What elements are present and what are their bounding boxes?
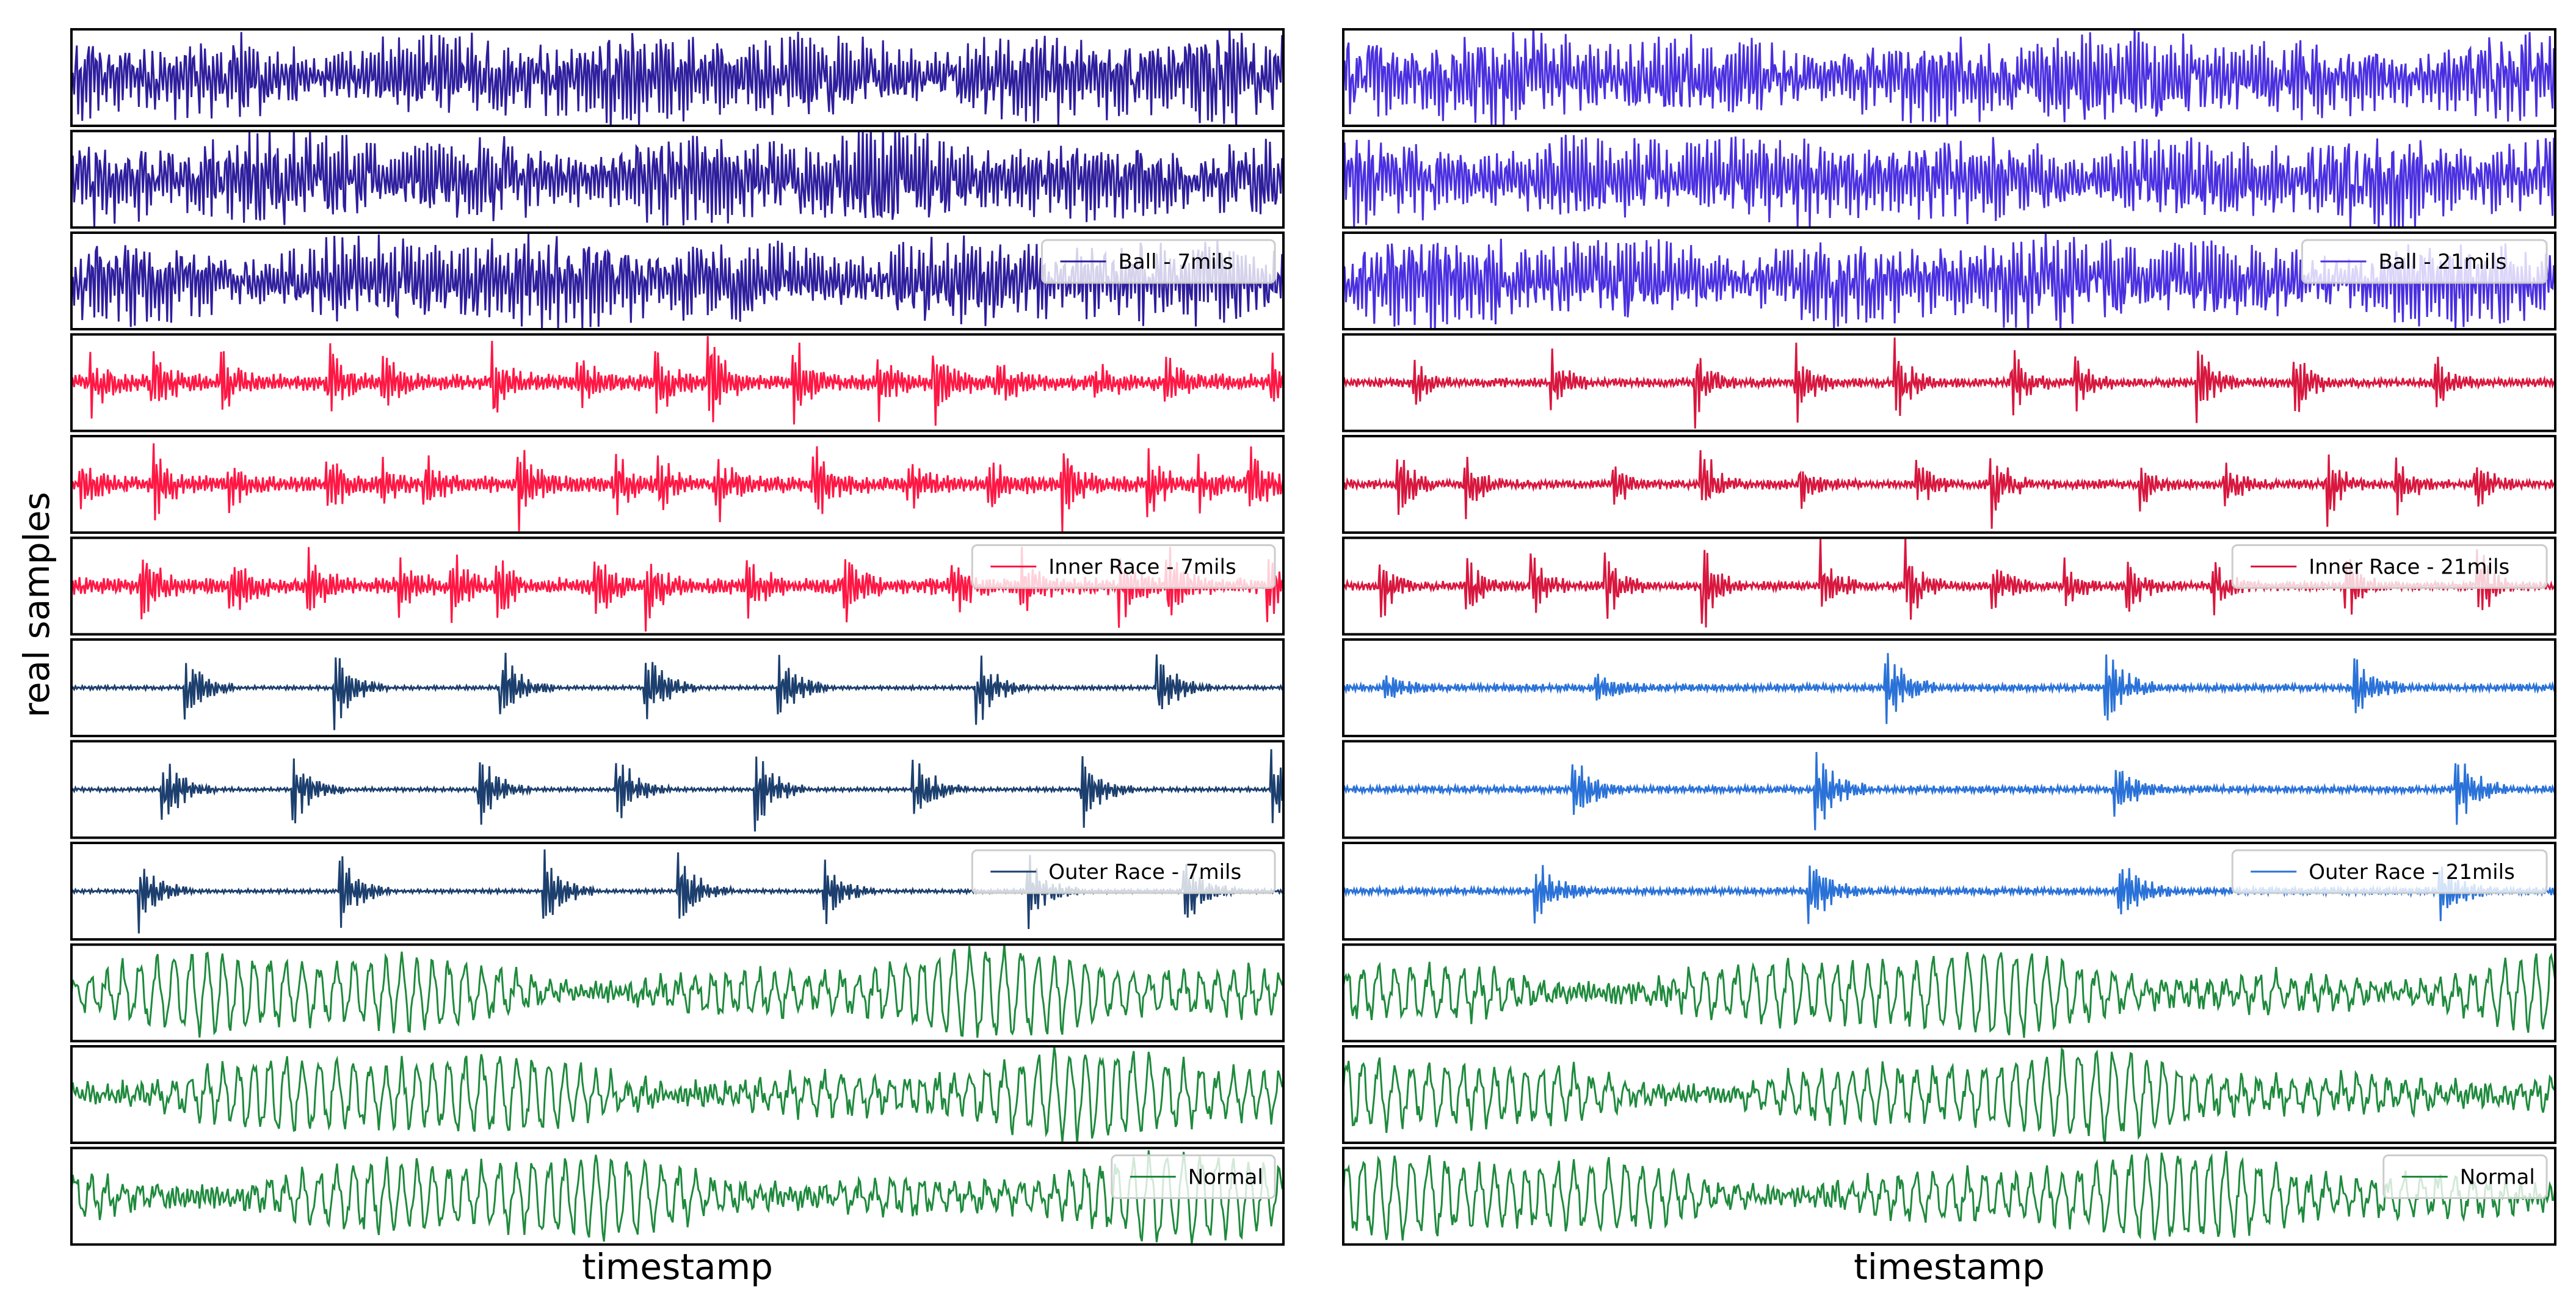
legend-box xyxy=(2231,849,2548,894)
panel-right-2 xyxy=(1342,129,2556,229)
legend-box xyxy=(971,544,1276,589)
signal-trace xyxy=(1343,752,2555,831)
legend-label: Normal xyxy=(1188,1165,1263,1190)
signal-trace xyxy=(71,1150,1283,1244)
legend: Inner Race - 7mils xyxy=(971,544,1276,589)
panel-right-4 xyxy=(1342,333,2556,432)
panel-frame xyxy=(1342,1045,2556,1144)
panel-right-1 xyxy=(1342,28,2556,127)
panel-left-8 xyxy=(70,740,1285,839)
panel-frame xyxy=(70,943,1285,1043)
panel-frame xyxy=(1342,1146,2556,1246)
panel-left-4 xyxy=(70,333,1285,432)
panel-frame xyxy=(1342,536,2556,636)
panel-frame xyxy=(1342,943,2556,1043)
legend-box xyxy=(2231,544,2548,589)
signal-trace xyxy=(71,131,1283,228)
signal-trace xyxy=(1343,337,2555,429)
signal-trace xyxy=(71,1046,1283,1143)
legend-box xyxy=(1111,1154,1276,1199)
panel-frame xyxy=(1342,740,2556,839)
panel-right-7 xyxy=(1342,638,2556,737)
panel-left-2 xyxy=(70,129,1285,229)
signal-trace xyxy=(71,29,1283,126)
x-axis-label-right: timestamp xyxy=(1854,1246,2045,1288)
panel-frame xyxy=(1342,435,2556,534)
panel-frame xyxy=(1342,129,2556,229)
panel-right-5 xyxy=(1342,435,2556,534)
panel-left-11 xyxy=(70,1045,1285,1144)
panel-frame xyxy=(70,638,1285,737)
signal-trace xyxy=(1343,134,2555,228)
legend-label: Inner Race - 7mils xyxy=(1048,555,1236,580)
legend: Outer Race - 7mils xyxy=(971,849,1276,894)
panel-left-10 xyxy=(70,943,1285,1043)
panel-frame xyxy=(70,740,1285,839)
signal-trace xyxy=(1343,29,2555,126)
signal-trace xyxy=(71,652,1283,731)
legend: Inner Race - 21mils xyxy=(2231,544,2548,589)
panel-frame xyxy=(70,1146,1285,1246)
legend: Normal xyxy=(1111,1154,1276,1199)
legend-label: Normal xyxy=(2460,1165,2535,1190)
panel-right-10 xyxy=(1342,943,2556,1043)
legend: Ball - 21mils xyxy=(2301,239,2548,284)
panel-right-6: Inner Race - 21mils xyxy=(1342,536,2556,636)
panel-left-12: Normal xyxy=(70,1146,1285,1246)
panel-frame xyxy=(70,435,1285,534)
signal-trace xyxy=(1343,952,2555,1038)
legend-box xyxy=(2301,239,2548,284)
panel-left-6: Inner Race - 7mils xyxy=(70,536,1285,636)
signal-trace xyxy=(71,944,1283,1038)
signal-trace xyxy=(1343,1151,2555,1241)
signal-trace xyxy=(1343,1047,2555,1143)
x-axis-label-left: timestamp xyxy=(582,1246,773,1288)
legend: Ball - 7mils xyxy=(1041,239,1276,284)
panel-right-3: Ball - 21mils xyxy=(1342,231,2556,330)
legend-label: Outer Race - 7mils xyxy=(1048,860,1241,884)
panel-right-11 xyxy=(1342,1045,2556,1144)
panel-frame xyxy=(70,333,1285,432)
panel-left-3: Ball - 7mils xyxy=(70,231,1285,330)
panel-right-8 xyxy=(1342,740,2556,839)
legend-box xyxy=(2382,1154,2548,1199)
panel-frame xyxy=(1342,28,2556,127)
legend-label: Outer Race - 21mils xyxy=(2309,860,2515,884)
panel-frame xyxy=(70,129,1285,229)
panel-left-5 xyxy=(70,435,1285,534)
panel-frame xyxy=(1342,638,2556,737)
panel-frame xyxy=(70,1045,1285,1144)
panel-left-1 xyxy=(70,28,1285,127)
panel-frame xyxy=(70,842,1285,941)
panel-frame xyxy=(70,231,1285,330)
legend: Outer Race - 21mils xyxy=(2231,849,2548,894)
legend-label: Ball - 21mils xyxy=(2378,250,2506,274)
signal-trace xyxy=(71,336,1283,426)
legend-box xyxy=(971,849,1276,894)
signal-trace xyxy=(71,749,1283,832)
panel-frame xyxy=(70,28,1285,127)
panel-frame xyxy=(1342,333,2556,432)
legend: Normal xyxy=(2382,1154,2548,1199)
panel-left-7 xyxy=(70,638,1285,737)
panel-left-9: Outer Race - 7mils xyxy=(70,842,1285,941)
panel-right-12: Normal xyxy=(1342,1146,2556,1246)
panel-frame xyxy=(1342,842,2556,941)
signal-trace xyxy=(71,443,1283,532)
signal-trace xyxy=(1343,653,2555,724)
panel-right-9: Outer Race - 21mils xyxy=(1342,842,2556,941)
legend-box xyxy=(1041,239,1276,284)
signal-trace xyxy=(1343,450,2555,529)
legend-label: Inner Race - 21mils xyxy=(2309,555,2509,580)
panel-frame xyxy=(1342,231,2556,330)
panel-frame xyxy=(70,536,1285,636)
legend-label: Ball - 7mils xyxy=(1119,250,1233,274)
